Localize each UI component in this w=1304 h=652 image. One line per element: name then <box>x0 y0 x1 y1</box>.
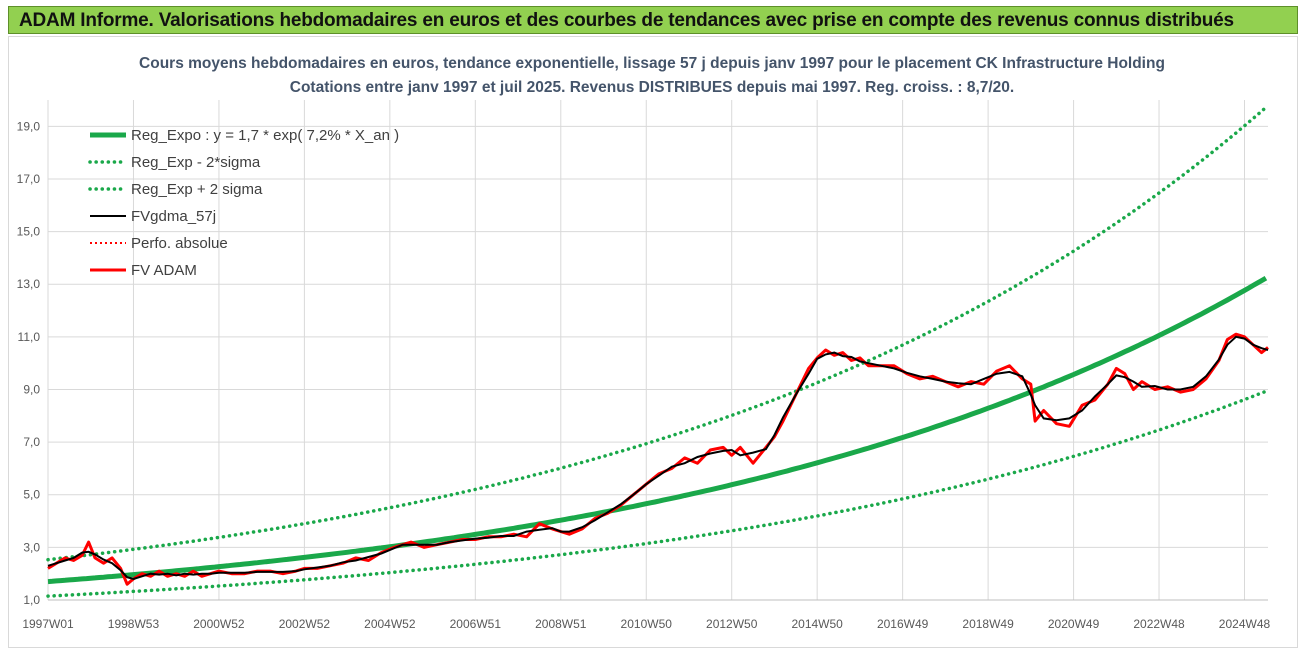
x-tick-label: 2010W50 <box>621 617 673 631</box>
x-tick-label: 2004W52 <box>364 617 416 631</box>
x-axis: 1997W01 1998W53 2000W52 2002W52 2004W52 2006W… <box>22 599 1271 631</box>
legend-label: FVgdma_57j <box>131 208 216 225</box>
y-axis: 1,0 3,0 5,0 7,0 9,0 11,0 13,0 15,0 17,0 19,0 <box>17 119 41 607</box>
x-tick-label: 2014W50 <box>791 617 843 631</box>
y-tick-label: 15,0 <box>17 225 41 239</box>
chart-subtitle: Cotations entre janv 1997 et juil 2025. … <box>289 79 1015 96</box>
y-tick-label: 19,0 <box>17 119 41 133</box>
x-tick-label: 2008W51 <box>535 617 587 631</box>
series-lines <box>46 105 1269 598</box>
y-tick-label: 3,0 <box>23 540 40 554</box>
y-tick-label: 5,0 <box>23 488 40 502</box>
x-tick-label: 2012W50 <box>706 617 758 631</box>
x-tick-label: 2000W52 <box>193 617 245 631</box>
report-banner: ADAM Informe. Valorisations hebdomadaire… <box>8 6 1298 34</box>
y-tick-label: 9,0 <box>23 382 40 396</box>
y-tick-label: 17,0 <box>17 172 41 186</box>
series-line-1 <box>46 389 1268 598</box>
legend-label: Reg_Expo : y = 1,7 * exp( 7,2% * X_an ) <box>131 127 399 144</box>
series-line-0 <box>47 275 1268 585</box>
series-line-2 <box>46 105 1268 562</box>
legend-label: Perfo. absolue <box>131 235 228 252</box>
smoothed-line <box>47 335 1269 580</box>
legend-label: FV ADAM <box>131 262 197 279</box>
x-tick-label: 2006W51 <box>450 617 502 631</box>
chart-frame <box>8 36 1298 648</box>
gridlines <box>47 100 1268 601</box>
x-tick-label: 2016W49 <box>877 617 929 631</box>
x-tick-label: 2002W52 <box>279 617 331 631</box>
legend-label: Reg_Exp + 2 sigma <box>131 181 263 198</box>
y-tick-label: 13,0 <box>17 277 41 291</box>
y-tick-label: 1,0 <box>23 593 40 607</box>
x-tick-label: 2020W49 <box>1048 617 1100 631</box>
chart-title: Cours moyens hebdomadaires en euros, ten… <box>139 55 1165 72</box>
x-tick-label: 1998W53 <box>108 617 160 631</box>
x-tick-label: 2018W49 <box>962 617 1014 631</box>
x-tick-label: 2024W48 <box>1219 617 1271 631</box>
y-tick-label: 7,0 <box>23 435 40 449</box>
legend-label: Reg_Exp - 2*sigma <box>131 154 261 171</box>
x-tick-label: 1997W01 <box>22 617 74 631</box>
legend: Reg_Expo : y = 1,7 * exp( 7,2% * X_an ) R… <box>88 127 399 279</box>
y-tick-label: 11,0 <box>18 330 41 344</box>
banner-title: ADAM Informe. Valorisations hebdomadaire… <box>19 10 1234 31</box>
x-tick-label: 2022W48 <box>1133 617 1185 631</box>
